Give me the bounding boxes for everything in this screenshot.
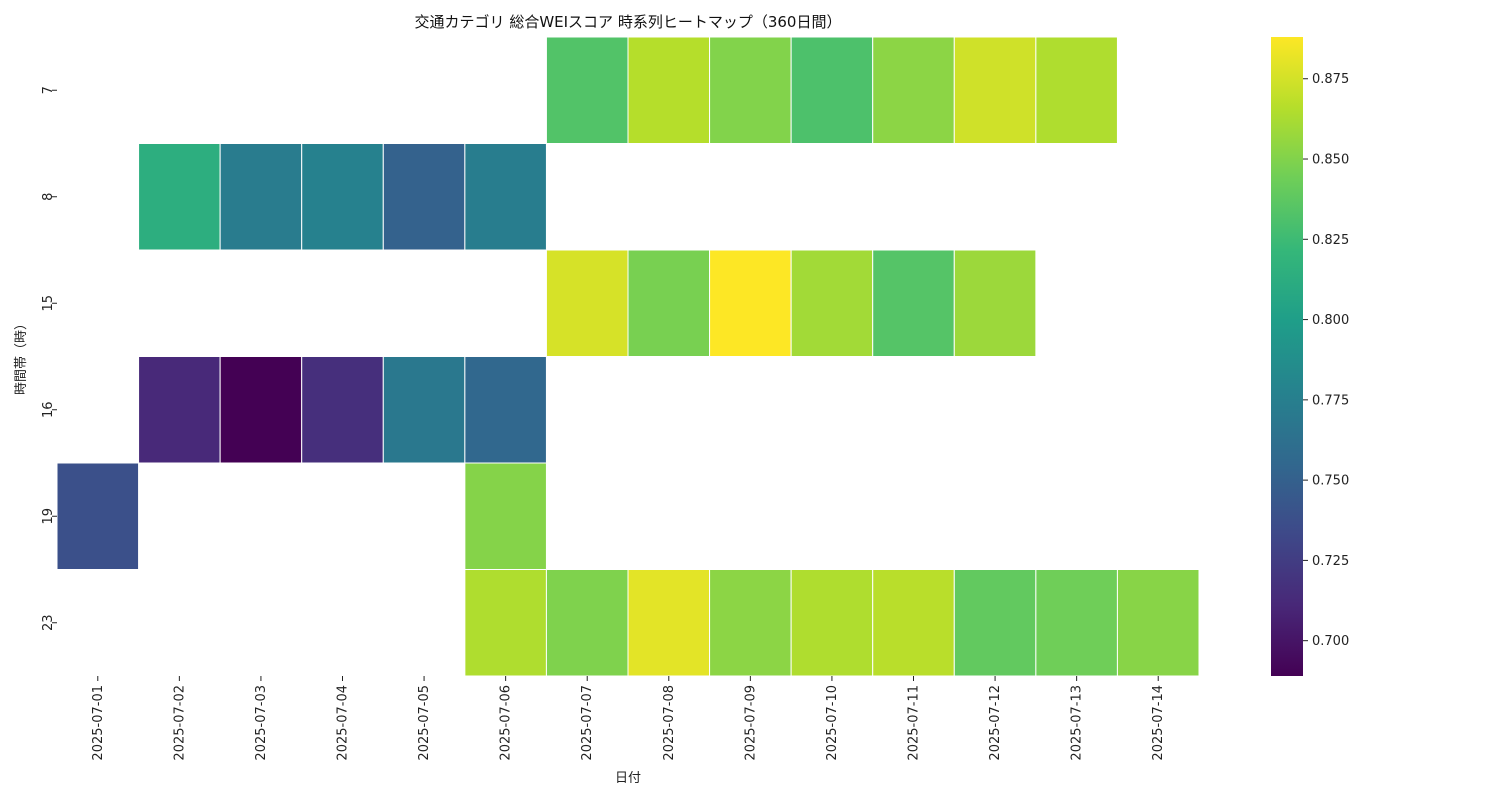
heatmap-cell [627, 249, 711, 357]
heatmap-cell [790, 569, 874, 677]
colorbar-tick-label: 0.800 [1312, 313, 1349, 328]
x-tick-label: 2025-07-01 [91, 685, 106, 761]
heatmap-cell [301, 143, 384, 251]
heatmap-cell [709, 569, 792, 677]
y-tick-label: 7 [41, 86, 56, 94]
heatmap-cell [790, 36, 874, 144]
y-axis-ticks: 7 8 15 16 19 23 [41, 86, 57, 631]
colorbar [1271, 37, 1303, 676]
heatmap-cell [382, 143, 466, 251]
x-tick-label: 2025-07-13 [1070, 685, 1085, 761]
heatmap-cell [627, 36, 711, 144]
heatmap-cell [872, 249, 955, 357]
y-axis-label: 時間帯（時） [14, 317, 29, 395]
x-tick-label: 2025-07-11 [907, 685, 922, 761]
x-tick-label: 2025-07-08 [662, 685, 677, 761]
colorbar-tick-label: 0.825 [1312, 233, 1349, 248]
heatmap-cell [464, 356, 547, 464]
colorbar-tick-label: 0.775 [1312, 393, 1349, 408]
x-axis-ticks: 2025-07-01 2025-07-02 2025-07-03 2025-07-04… [91, 676, 1166, 761]
heatmap-cell [545, 249, 629, 357]
x-tick-label: 2025-07-09 [743, 685, 758, 761]
heatmap-cell [709, 36, 792, 144]
heatmap-cell [953, 36, 1037, 144]
heatmap-cell [382, 356, 466, 464]
x-tick-label: 2025-07-07 [580, 685, 595, 761]
x-tick-label: 2025-07-10 [825, 685, 840, 761]
x-tick-label: 2025-07-12 [988, 685, 1003, 761]
heatmap-cell [1116, 569, 1200, 677]
colorbar-tick-label: 0.875 [1312, 72, 1349, 87]
x-tick-label: 2025-07-03 [254, 685, 269, 761]
heatmap-cells [56, 36, 1200, 677]
heatmap-cell [953, 569, 1037, 677]
heatmap-cell [872, 569, 955, 677]
x-tick-label: 2025-07-14 [1151, 685, 1166, 761]
y-tick-label: 8 [41, 193, 56, 201]
chart-title: 交通カテゴリ 総合WEIスコア 時系列ヒートマップ（360日間） [415, 13, 842, 31]
heatmap-cell [1035, 36, 1118, 144]
heatmap-cell [545, 569, 629, 677]
heatmap-cell [301, 356, 384, 464]
colorbar-tick-label: 0.700 [1312, 634, 1349, 649]
colorbar-ticks: 0.700 0.725 0.750 0.775 0.800 0.825 0.850 0.875 [1303, 72, 1349, 649]
colorbar-tick-label: 0.725 [1312, 554, 1349, 569]
heatmap-cell [627, 569, 711, 677]
colorbar-tick-label: 0.850 [1312, 153, 1349, 168]
heatmap-cell [138, 356, 221, 464]
heatmap-cell [464, 462, 547, 570]
heatmap-cell [790, 249, 874, 357]
heatmap-cell [545, 36, 629, 144]
heatmap-cell [219, 143, 303, 251]
heatmap-cell [953, 249, 1037, 357]
heatmap-cell [464, 143, 547, 251]
heatmap-cell [56, 462, 140, 570]
y-tick-label: 16 [41, 401, 56, 418]
heatmap-cell [219, 356, 303, 464]
y-tick-label: 19 [41, 508, 56, 525]
heatmap-cell [872, 36, 955, 144]
x-tick-label: 2025-07-04 [336, 685, 351, 761]
y-tick-label: 15 [41, 295, 56, 312]
heatmap-cell [1035, 569, 1118, 677]
heatmap-cell [138, 143, 221, 251]
colorbar-tick-label: 0.750 [1312, 474, 1349, 489]
heatmap-cell [464, 569, 547, 677]
x-tick-label: 2025-07-05 [417, 685, 432, 761]
heatmap-cell [709, 249, 792, 357]
x-axis-label: 日付 [615, 771, 641, 786]
x-tick-label: 2025-07-02 [172, 685, 187, 761]
y-tick-label: 23 [41, 614, 56, 631]
x-tick-label: 2025-07-06 [499, 685, 514, 761]
